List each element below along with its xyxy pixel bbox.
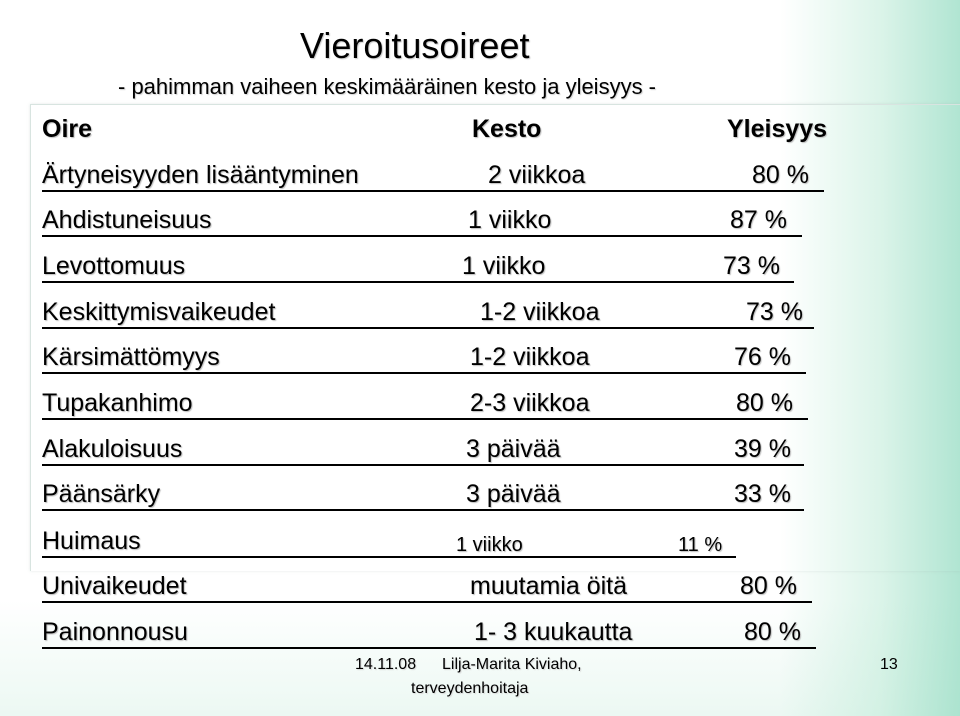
prevalence-cell: 80 % — [744, 618, 801, 646]
row-underline — [42, 418, 808, 420]
row-underline — [42, 509, 804, 511]
header-prevalence: Yleisyys — [727, 115, 828, 143]
duration-cell: 3 päivää — [466, 480, 561, 508]
symptom-cell: Keskittymisvaikeudet — [42, 298, 276, 326]
prevalence-cell: 73 % — [746, 298, 803, 326]
row-underline — [42, 327, 814, 329]
symptom-cell: Kärsimättömyys — [42, 343, 220, 371]
duration-cell: 1 viikko — [462, 252, 546, 280]
duration-cell: 1- 3 kuukautta — [474, 618, 633, 646]
header-duration: Kesto — [472, 115, 542, 143]
symptom-cell: Ahdistuneisuus — [42, 206, 212, 234]
row-underline — [42, 281, 794, 283]
duration-cell: 1 viikko — [468, 206, 552, 234]
slide-subtitle: - pahimman vaiheen keskimääräinen kesto … — [118, 74, 657, 99]
header-symptom: Oire — [42, 115, 93, 143]
prevalence-cell: 73 % — [723, 252, 780, 280]
duration-cell: 1-2 viikkoa — [470, 343, 590, 371]
symptom-cell: Päänsärky — [42, 480, 161, 508]
prevalence-cell: 11 % — [678, 534, 723, 556]
row-underline — [42, 235, 802, 237]
row-underline — [42, 372, 806, 374]
row-underline — [42, 556, 736, 558]
row-underline — [42, 464, 804, 466]
symptom-cell: Tupakanhimo — [42, 389, 193, 417]
duration-cell: 1-2 viikkoa — [480, 298, 600, 326]
slide-title: Vieroitusoireet — [300, 25, 530, 66]
duration-cell: 3 päivää — [466, 435, 561, 463]
symptom-cell: Alakuloisuus — [42, 435, 183, 463]
prevalence-cell: 76 % — [734, 343, 791, 371]
symptom-cell: Levottomuus — [42, 252, 186, 280]
prevalence-cell: 33 % — [734, 480, 791, 508]
footer-role: terveydenhoitaja — [411, 680, 529, 697]
footer-author: Lilja-Marita Kiviaho, — [442, 656, 582, 673]
prevalence-cell: 87 % — [730, 206, 787, 234]
prevalence-cell: 80 % — [752, 161, 809, 189]
row-underline — [42, 647, 816, 649]
duration-cell: 2-3 viikkoa — [470, 389, 590, 417]
duration-cell: 1 viikko — [456, 534, 523, 556]
symptom-cell: Univaikeudet — [42, 572, 187, 600]
symptom-cell: Painonnousu — [42, 618, 188, 646]
symptom-cell: Huimaus — [42, 527, 141, 555]
page-number: 13 — [880, 656, 898, 673]
duration-cell: muutamia öitä — [470, 572, 628, 600]
content-box — [30, 104, 960, 571]
row-underline — [42, 190, 824, 192]
prevalence-cell: 80 % — [736, 389, 793, 417]
prevalence-cell: 80 % — [740, 572, 797, 600]
duration-cell: 2 viikkoa — [488, 161, 586, 189]
symptom-cell: Ärtyneisyyden lisääntyminen — [42, 161, 359, 189]
prevalence-cell: 39 % — [734, 435, 791, 463]
footer-date: 14.11.08 — [355, 656, 417, 673]
row-underline — [42, 601, 812, 603]
